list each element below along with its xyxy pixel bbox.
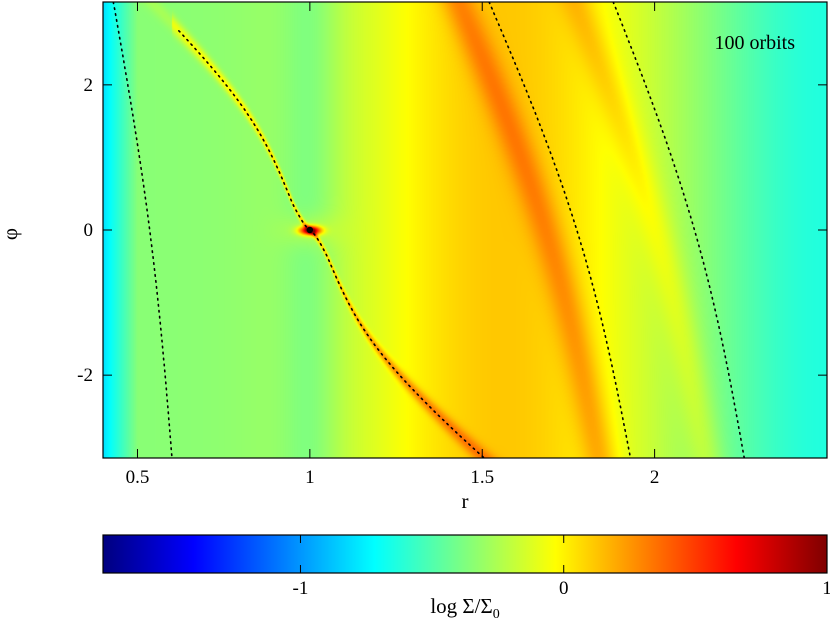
x-tick-label: 1 <box>305 467 315 488</box>
dotted-curve-inner-resonance <box>112 2 173 458</box>
colorbar-tick-label: -1 <box>293 578 309 599</box>
colorbar-tick-label: 1 <box>822 578 830 599</box>
colorbar-gradient <box>103 535 827 573</box>
x-axis-ticks: 0.5 1 1.5 2 <box>126 2 660 488</box>
density-heatmap <box>103 2 827 458</box>
planet-marker <box>306 226 314 234</box>
y-tick-label: 2 <box>84 75 94 96</box>
dotted-curve-outer-resonance-2 <box>612 2 746 458</box>
x-tick-label: 2 <box>650 467 660 488</box>
y-tick-label: 0 <box>84 220 94 241</box>
y-axis-title: φ <box>0 228 22 240</box>
dotted-curve-wake <box>178 29 485 458</box>
x-tick-label: 0.5 <box>126 467 150 488</box>
heatmap-panel: 0.5 1 1.5 2 2 0 -2 100 orbits r φ <box>0 1 828 513</box>
colorbar-title: log Σ/Σ0 <box>430 594 499 622</box>
x-tick-label: 1.5 <box>470 467 494 488</box>
dotted-curves <box>112 2 746 458</box>
y-axis-ticks: 2 0 -2 <box>77 75 827 386</box>
colorbar-tick-label: 0 <box>559 578 569 599</box>
colorbar: -1 0 1 log Σ/Σ0 <box>102 534 830 622</box>
colorbar-frame <box>102 534 828 574</box>
x-axis-title: r <box>462 489 469 513</box>
y-tick-label: -2 <box>77 365 93 386</box>
dotted-curve-outer-resonance-1 <box>488 2 632 458</box>
orbits-annotation: 100 orbits <box>714 32 795 54</box>
